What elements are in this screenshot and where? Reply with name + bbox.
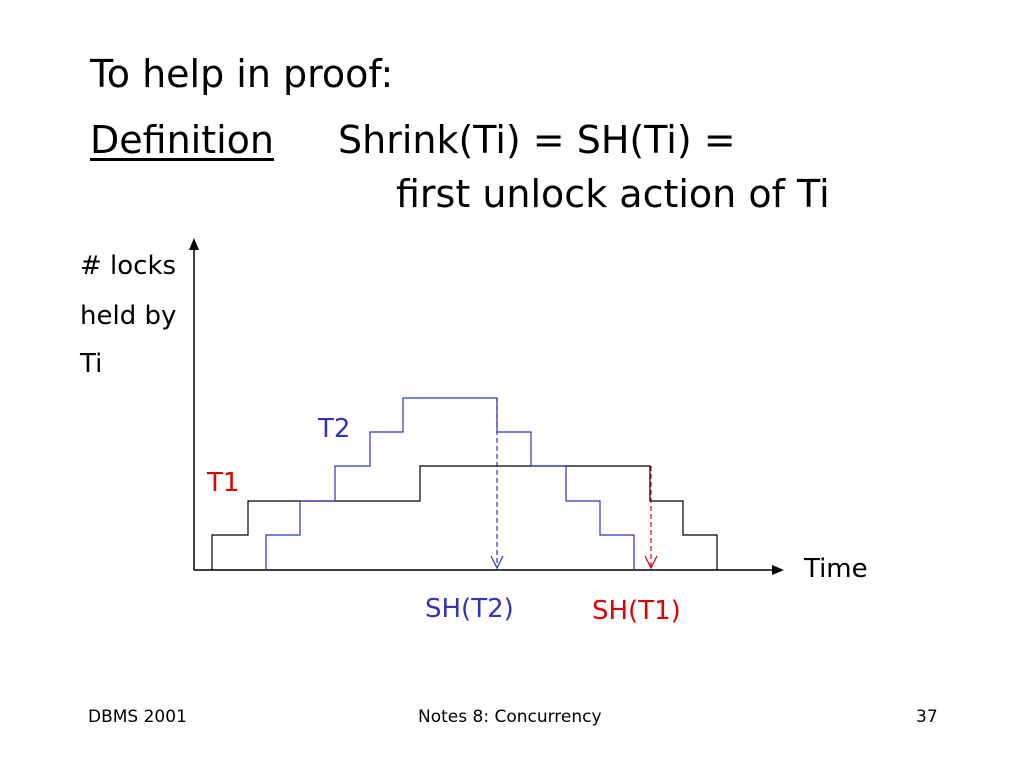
definition-line-2: first unlock action of Ti bbox=[396, 172, 830, 216]
y-axis-label-line-2: held by bbox=[80, 301, 177, 331]
y-axis-label-line-1: # locks bbox=[80, 251, 177, 281]
t2-lock-curve bbox=[265, 397, 635, 570]
footer-center: Notes 8: Concurrency bbox=[418, 707, 602, 727]
t1-lock-curve bbox=[211, 465, 718, 570]
y-axis-arrowhead bbox=[189, 238, 199, 250]
x-axis-label: Time bbox=[804, 554, 868, 584]
footer-page-number: 37 bbox=[916, 707, 938, 727]
x-axis-arrowhead bbox=[772, 565, 784, 575]
definition-line-1: Shrink(Ti) = SH(Ti) = bbox=[338, 118, 736, 162]
t2-label: T2 bbox=[318, 414, 351, 444]
sh-t2-label: SH(T2) bbox=[425, 594, 514, 624]
sh-t1-arrowhead bbox=[644, 555, 658, 570]
sh-t2-arrowhead bbox=[490, 555, 504, 570]
slide-title: To help in proof: bbox=[90, 52, 394, 96]
t1-label: T1 bbox=[207, 468, 240, 498]
footer-left: DBMS 2001 bbox=[88, 707, 187, 727]
y-axis-label-line-3: Ti bbox=[80, 349, 103, 379]
sh-t1-label: SH(T1) bbox=[592, 596, 681, 626]
definition-term: Definition bbox=[90, 118, 275, 162]
